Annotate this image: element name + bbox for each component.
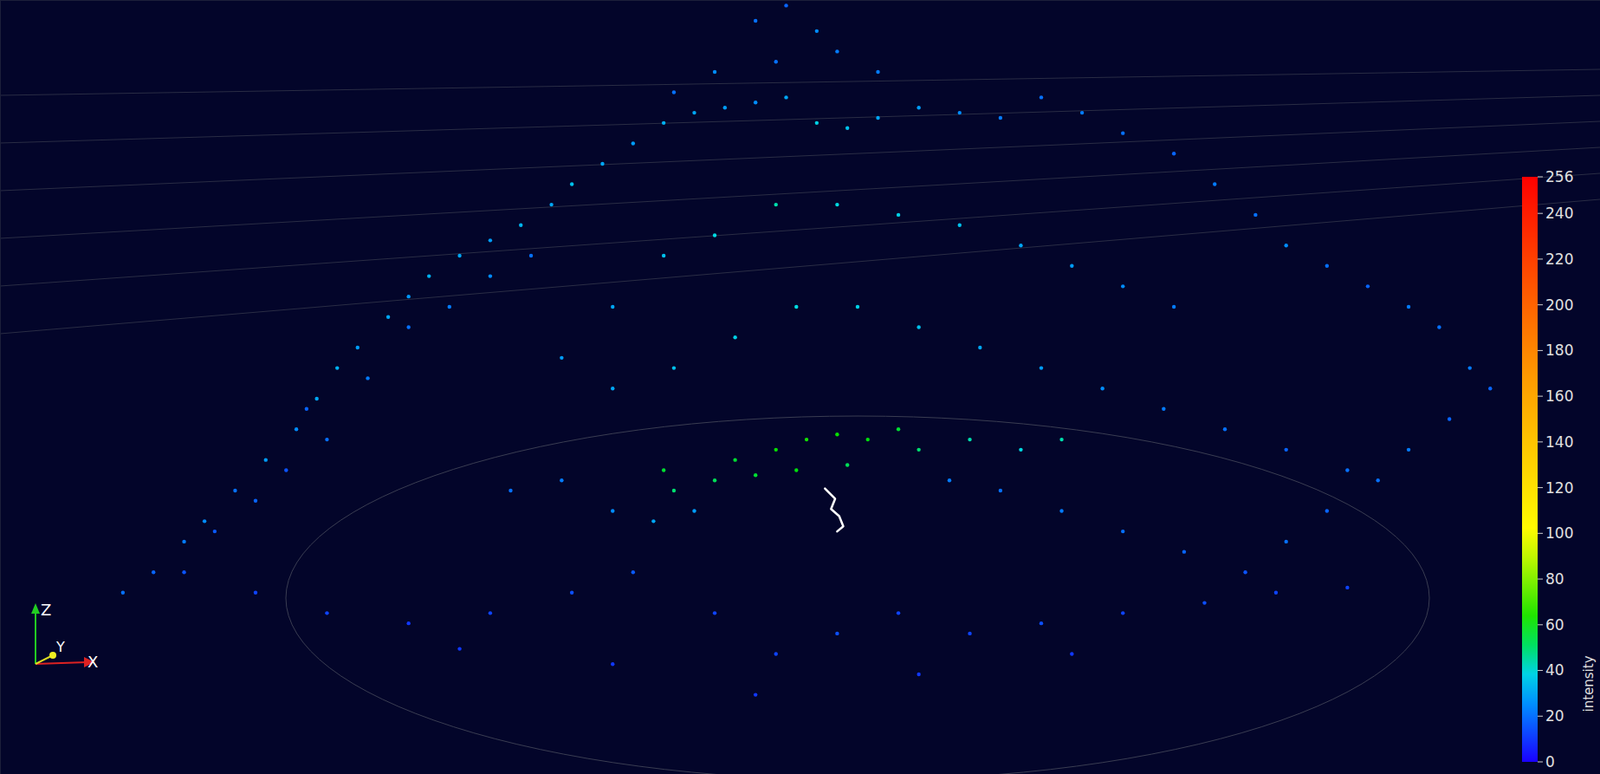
svg-text:200: 200 bbox=[1545, 296, 1574, 314]
svg-text:Y: Y bbox=[55, 638, 65, 655]
svg-text:intensity: intensity bbox=[1580, 654, 1597, 712]
svg-text:140: 140 bbox=[1545, 433, 1574, 451]
svg-text:100: 100 bbox=[1545, 524, 1574, 542]
svg-text:20: 20 bbox=[1545, 706, 1565, 725]
svg-text:60: 60 bbox=[1545, 615, 1565, 634]
svg-text:256: 256 bbox=[1545, 168, 1574, 186]
svg-text:120: 120 bbox=[1545, 479, 1574, 497]
svg-text:Z: Z bbox=[40, 600, 52, 619]
svg-text:0: 0 bbox=[1545, 752, 1555, 771]
svg-text:X: X bbox=[87, 652, 98, 671]
svg-text:40: 40 bbox=[1545, 660, 1565, 679]
svg-text:80: 80 bbox=[1545, 570, 1565, 588]
svg-text:240: 240 bbox=[1545, 204, 1574, 222]
svg-text:180: 180 bbox=[1545, 341, 1574, 359]
svg-text:160: 160 bbox=[1545, 387, 1574, 405]
svg-text:220: 220 bbox=[1545, 250, 1574, 268]
